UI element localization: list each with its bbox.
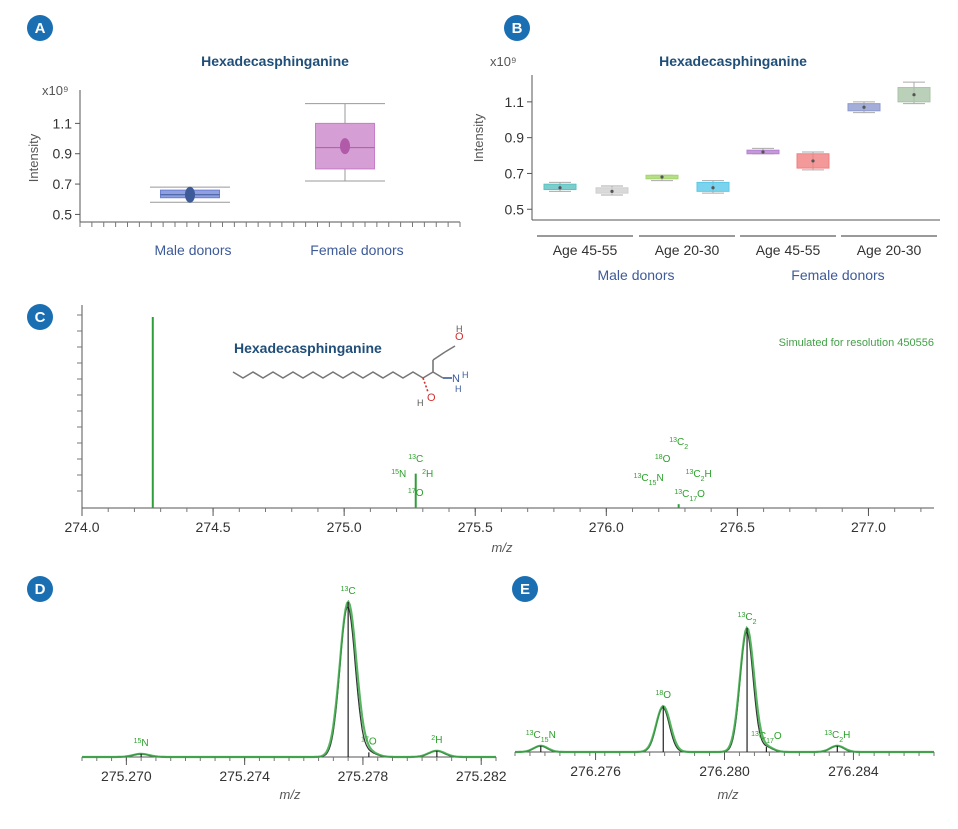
panel-a-y-tick-label: 1.1 <box>53 115 73 131</box>
isotope-label-13C17O: 13C17O <box>751 731 782 745</box>
panel-b-badge: B <box>504 15 530 41</box>
isotope-label-13C2: 13C2 <box>669 437 688 451</box>
profile-curve-simulated <box>82 599 496 759</box>
isotope-label-13C15N: 13C15N <box>634 473 664 487</box>
svg-text:O: O <box>427 392 436 404</box>
panel-c-x-tick-label: 276.5 <box>720 519 755 535</box>
panel-b-y-tick-label: 0.9 <box>505 130 525 146</box>
panel-d-xlabel: m/z <box>280 787 301 802</box>
svg-text:H: H <box>417 398 424 408</box>
svg-text:H: H <box>456 324 463 334</box>
box-mean-point <box>711 186 715 190</box>
svg-text:N: N <box>452 373 460 385</box>
profile-x-tick-label: 275.274 <box>219 768 270 784</box>
isotope-label-15N: 15N <box>134 737 149 749</box>
box-mean-point <box>340 138 350 155</box>
isotope-label-2H: 2H <box>431 734 442 746</box>
box-mean-point <box>862 105 866 109</box>
panel-d-chart: m/z 275.270 275.274 275.278 275.282 15N 13C 17… <box>81 586 507 802</box>
panel-c-chart: Hexadecasphinganine Simulated for resolu… <box>64 305 934 555</box>
box-mean-point <box>912 93 916 97</box>
profile-curve-simulated <box>515 625 934 754</box>
panel-a-badge: A <box>27 15 53 41</box>
panel-b-y-tick-label: 0.7 <box>505 165 525 181</box>
profile-x-tick-label: 275.278 <box>338 768 389 784</box>
isotope-label-13C2: 13C2 <box>738 612 757 626</box>
panel-b-subgroup-label: Age 20-30 <box>857 242 922 258</box>
profile-x-tick-label: 276.276 <box>570 763 621 779</box>
panel-b-exponent: x10⁹ <box>490 54 517 69</box>
svg-text:D: D <box>35 581 46 598</box>
profile-x-tick-label: 276.284 <box>828 763 879 779</box>
panel-c-x-tick-label: 275.5 <box>458 519 493 535</box>
panel-a-category-label: Male donors <box>154 242 231 258</box>
panel-b-title: Hexadecasphinganine <box>659 53 807 69</box>
isotope-label-2H: 2H <box>422 469 433 481</box>
panel-a-chart: Hexadecasphinganine x10⁹ Intensity 0.5 0.… <box>26 53 461 258</box>
isotope-label-13C2H: 13C2H <box>824 729 850 743</box>
panel-a-title: Hexadecasphinganine <box>201 53 349 69</box>
svg-text:O: O <box>455 331 464 343</box>
svg-text:C: C <box>35 309 46 326</box>
molecule-structure-icon: O H N H H O H <box>232 324 469 408</box>
isotope-label-13C15N: 13C15N <box>526 729 556 743</box>
isotope-label-18O: 18O <box>655 690 671 702</box>
box-mean-point <box>558 186 562 190</box>
isotope-label-13C: 13C <box>408 454 423 466</box>
profile-x-tick-label: 276.280 <box>699 763 750 779</box>
isotope-label-17O: 17O <box>408 488 424 500</box>
panel-c-x-tick-label: 274.0 <box>64 519 99 535</box>
svg-text:E: E <box>520 581 530 598</box>
isotope-label-13C2H: 13C2H <box>686 469 712 483</box>
panel-b-y-tick-label: 1.1 <box>505 94 525 110</box>
panel-d-badge: D <box>27 576 53 602</box>
panel-b-subgroup-label: Age 20-30 <box>655 242 720 258</box>
panel-c-x-tick-label: 277.0 <box>851 519 886 535</box>
isotope-label-18O: 18O <box>655 454 671 466</box>
panel-c-xlabel: m/z <box>492 540 513 555</box>
profile-x-tick-label: 275.270 <box>101 768 152 784</box>
panel-c-badge: C <box>27 304 53 330</box>
svg-text:A: A <box>35 20 46 37</box>
panel-c-x-tick-label: 274.5 <box>196 519 231 535</box>
panel-c-x-tick-label: 276.0 <box>589 519 624 535</box>
svg-text:H: H <box>455 384 462 394</box>
panel-e-chart: m/z 276.276 276.280 276.284 13C15N 18O 13C2 13… <box>514 612 935 802</box>
panel-b-group-label: Male donors <box>597 267 674 283</box>
panel-b-subgroup-label: Age 45-55 <box>553 242 618 258</box>
profile-curve-measured <box>515 630 934 753</box>
box-mean-point <box>610 189 614 193</box>
panel-a-exponent: x10⁹ <box>42 83 69 98</box>
box-mean-point <box>660 175 664 179</box>
isotope-label-15N: 15N <box>391 469 406 481</box>
svg-text:H: H <box>462 370 469 380</box>
panel-c-x-tick-label: 275.0 <box>327 519 362 535</box>
panel-b-chart: Hexadecasphinganine x10⁹ Intensity 0.5 0.… <box>471 53 940 283</box>
box-mean-point <box>811 159 815 163</box>
isotope-label-17O: 17O <box>361 736 377 748</box>
panel-b-group-label: Female donors <box>791 267 884 283</box>
panel-a-y-tick-label: 0.7 <box>53 176 73 192</box>
panel-e-badge: E <box>512 576 538 602</box>
box-mean-point <box>761 150 765 154</box>
box-mean-point <box>185 186 195 203</box>
isotope-label-13C: 13C <box>341 586 356 598</box>
panel-a-y-tick-label: 0.9 <box>53 146 73 162</box>
panel-a-ylabel: Intensity <box>26 133 41 182</box>
panel-c-title: Hexadecasphinganine <box>234 340 382 356</box>
panel-c-note: Simulated for resolution 450556 <box>779 337 934 349</box>
panel-b-y-tick-label: 0.5 <box>505 201 525 217</box>
panel-e-xlabel: m/z <box>718 787 739 802</box>
isotope-label-13C17O: 13C17O <box>674 489 705 503</box>
panel-a-y-tick-label: 0.5 <box>53 206 73 222</box>
profile-x-tick-label: 275.282 <box>456 768 507 784</box>
svg-text:B: B <box>512 20 523 37</box>
panel-b-ylabel: Intensity <box>471 113 486 162</box>
panel-b-subgroup-label: Age 45-55 <box>756 242 821 258</box>
panel-a-category-label: Female donors <box>310 242 403 258</box>
